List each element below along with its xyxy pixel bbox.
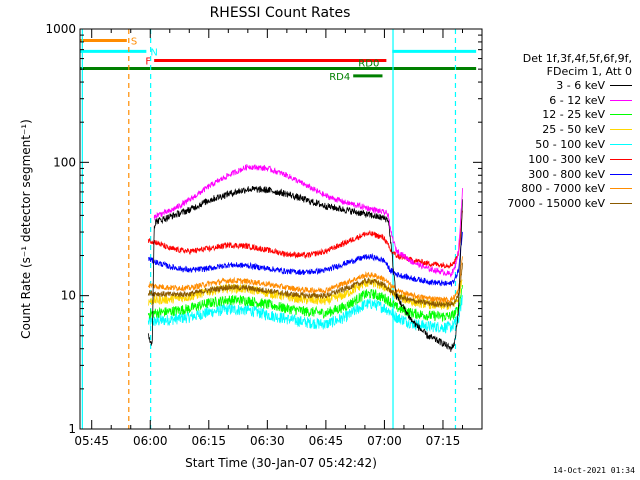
flag-label: RD0 [358,59,379,70]
x-tick-label: 06:45 [309,434,344,448]
legend-entry: 300 - 800 keV [470,167,632,182]
y-axis-label: Count Rate (s⁻¹ detector segment⁻¹) [19,119,33,339]
legend-entry-label: 800 - 7000 keV [521,182,605,196]
legend-entry: 3 - 6 keV [470,78,632,93]
legend-entry-label: 12 - 25 keV [542,108,605,122]
legend-entry: 12 - 25 keV [470,108,632,123]
legend-entry-label: 50 - 100 keV [535,138,605,152]
legend-entry-label: 100 - 300 keV [528,152,605,166]
legend-swatch [610,84,632,86]
series-line [153,164,463,278]
x-tick-label: 06:30 [250,434,285,448]
y-tick-label: 10 [61,289,76,303]
series-line [147,262,463,308]
legend-swatch [610,173,632,175]
legend-entry: 25 - 50 keV [470,122,632,137]
legend-entry: 800 - 7000 keV [470,182,632,197]
plot-frame [79,28,483,430]
flag-label: RD4 [329,72,350,83]
series-line [147,185,463,352]
legend: Det 1f,3f,4f,5f,6f,9f, FDecim 1, Att 0 3… [470,52,632,211]
legend-swatch [610,158,632,160]
legend-entry-label: 7000 - 15000 keV [507,197,605,211]
y-tick-label: 1000 [45,22,76,36]
series-line [147,256,463,304]
y-tick-label: 100 [53,155,76,169]
timestamp: 14-Oct-2021 01:34 [553,466,635,475]
legend-entry-label: 6 - 12 keV [549,93,605,107]
legend-swatch [610,203,632,205]
y-tick-label: 1 [68,422,76,436]
flag-label: F [145,57,151,68]
legend-swatch [610,144,632,146]
x-axis-label: Start Time (30-Jan-07 05:42:42) [185,456,377,470]
series-line [148,231,463,288]
x-tick-label: 07:15 [426,434,461,448]
legend-swatch [610,99,632,101]
legend-entry: 100 - 300 keV [470,152,632,167]
legend-entry: 6 - 12 keV [470,93,632,108]
series-line [147,284,463,323]
legend-header-line-1: Det 1f,3f,4f,5f,6f,9f, [522,52,632,65]
x-tick-label: 05:45 [74,434,109,448]
x-tick-label: 06:15 [191,434,226,448]
x-tick-label: 06:00 [133,434,168,448]
legend-entry-label: 300 - 800 keV [528,167,605,181]
legend-entry-label: 3 - 6 keV [556,78,605,92]
legend-entry: 7000 - 15000 keV [470,196,632,211]
flag-label: N [150,47,157,58]
flag-label: S [131,36,137,47]
series-line [147,210,463,269]
x-tick-label: 07:00 [367,434,402,448]
legend-entry: 50 - 100 keV [470,137,632,152]
series-line [147,295,463,334]
legend-swatch [610,129,632,131]
legend-swatch [610,188,632,190]
chart-title: RHESSI Count Rates [210,5,351,21]
legend-entry-label: 25 - 50 keV [542,123,605,137]
legend-header-line-2: FDecim 1, Att 0 [546,65,632,78]
legend-swatch [610,114,632,116]
